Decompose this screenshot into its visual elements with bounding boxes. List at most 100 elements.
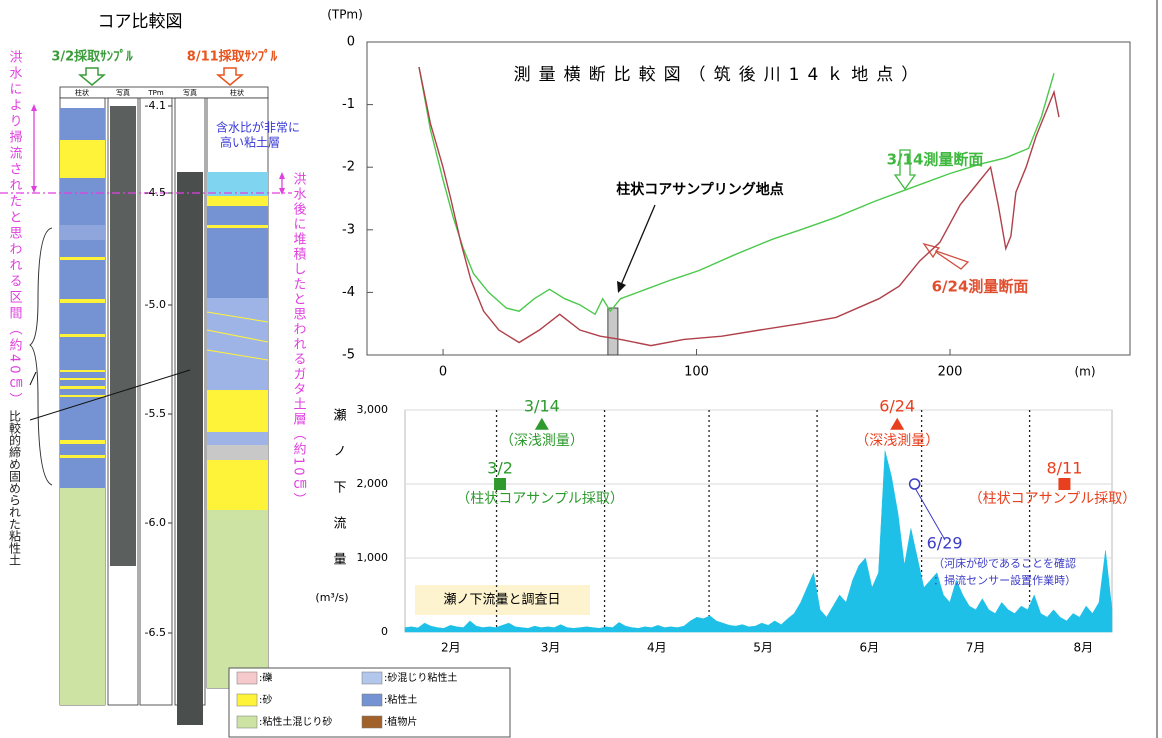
bracket	[31, 104, 37, 111]
sample-arrow	[80, 68, 104, 85]
legend-swatch	[362, 694, 382, 706]
depth-label: -4.5	[145, 186, 166, 199]
legend-label: :礫	[259, 671, 272, 684]
column-header: 写真	[116, 88, 130, 97]
layer	[207, 225, 268, 228]
legend-label: :粘性土混じり砂	[259, 715, 332, 728]
layer	[60, 140, 105, 178]
layer	[60, 386, 105, 389]
y-axis-unit: (m³/s)	[315, 591, 348, 604]
event-note: （柱状コアサンプル採取）	[456, 491, 624, 507]
core-photo	[177, 172, 203, 725]
core-title: コア比較図	[98, 12, 183, 32]
legend-swatch	[237, 694, 257, 706]
layer	[60, 378, 105, 380]
series-label: 3/14測量断面	[887, 151, 984, 169]
depth-label: -6.0	[145, 516, 166, 529]
layer	[60, 225, 105, 240]
y-tick-label: -1	[342, 97, 355, 112]
bracket	[31, 186, 37, 193]
event-date: 6/24	[879, 396, 915, 415]
x-tick-label: 7月	[966, 641, 986, 655]
layer	[207, 390, 268, 432]
compacted-note: 比較的締め固められた粘性土	[8, 410, 22, 566]
event-note: （深浅測量）	[855, 433, 939, 449]
column-header: 写真	[183, 88, 197, 97]
layer	[60, 257, 105, 260]
legend-swatch	[362, 716, 382, 728]
depth-label: -5.0	[145, 298, 166, 311]
x-tick-label: 5月	[753, 641, 773, 655]
bracket	[279, 172, 285, 179]
event-date: 6/29	[927, 534, 963, 553]
y-tick-label: 0	[381, 625, 388, 638]
series-label: 6/24測量断面	[932, 278, 1029, 296]
layer	[207, 510, 268, 688]
x-tick-label: 0	[439, 365, 447, 380]
deposit-note: 洪水後に堆積したと思われるガタ土層（約10㎝）	[291, 172, 307, 508]
layer	[207, 298, 268, 390]
y-tick-label: -4	[342, 285, 355, 300]
y-tick-label: -5	[342, 348, 355, 363]
layer	[60, 370, 105, 372]
event-date: 3/2	[487, 459, 513, 478]
layer	[207, 206, 268, 298]
legend-label: :植物片	[384, 715, 417, 728]
layer	[60, 299, 105, 303]
y-tick-label: 2,000	[357, 477, 389, 490]
sample-label: 8/11採取ｻﾝﾌﾟﾙ	[187, 49, 278, 65]
sample-label: 3/2採取ｻﾝﾌﾟﾙ	[51, 49, 133, 65]
depth-label: -6.5	[145, 626, 166, 639]
depth-label: -4.1	[145, 99, 166, 112]
layer	[60, 108, 105, 140]
legend-swatch	[237, 672, 257, 684]
chart-title: 瀬ノ下流量と調査日	[443, 593, 560, 608]
x-tick-label: 4月	[647, 641, 667, 655]
legend-label: :砂混じり粘性土	[384, 671, 457, 684]
core-sample-box	[608, 308, 618, 355]
pointer	[30, 372, 36, 385]
layer	[60, 440, 105, 444]
x-tick-label: 3月	[541, 641, 561, 655]
x-axis-label: (m)	[1074, 365, 1095, 379]
figure: コア比較図 3/2採取ｻﾝﾌﾟﾙ 8/11採取ｻﾝﾌﾟﾙ 洪水により掃流されたと…	[0, 0, 1162, 738]
x-tick-label: 200	[938, 365, 963, 380]
column-header: TPm	[147, 89, 163, 97]
chart-title: 測量横断比較図（筑後川14ｋ地点）	[514, 65, 927, 85]
layer	[207, 445, 268, 460]
legend-label: :粘性土	[384, 693, 417, 706]
event-note: （柱状コアサンプル採取）	[969, 491, 1137, 507]
legend-swatch	[362, 672, 382, 684]
event-date: 3/14	[524, 396, 560, 415]
y-tick-label: 1,000	[357, 551, 389, 564]
x-tick-label: 2月	[441, 641, 461, 655]
event-note: （深浅測量）	[500, 433, 584, 449]
y-axis-label: 瀬ノ下流量	[331, 408, 347, 588]
bracket	[279, 188, 285, 195]
event-date: 8/11	[1046, 459, 1082, 478]
depth-label: -5.5	[145, 407, 166, 420]
y-tick-label: -3	[342, 222, 355, 237]
event-note: ：掃流センサー設置作業時）	[933, 573, 1076, 587]
layer	[60, 395, 105, 397]
event-note: （河床が砂であることを確認	[933, 556, 1076, 570]
x-tick-label: 100	[684, 365, 709, 380]
core-photo	[110, 106, 136, 566]
y-tick-label: 0	[347, 35, 355, 50]
column-header: 柱状	[75, 88, 89, 97]
y-tick-label: -2	[342, 160, 355, 175]
y-tick-label: 3,000	[357, 403, 389, 416]
layer	[207, 432, 268, 445]
layer	[60, 455, 105, 458]
bracket	[30, 228, 52, 485]
layer	[207, 460, 268, 510]
clay-note: 含水比が非常に	[216, 120, 300, 135]
clay-note: 高い粘土層	[220, 135, 280, 150]
legend-swatch	[237, 716, 257, 728]
scoured-note: 洪水により掃流されたと思われる区間（約40㎝）	[7, 50, 23, 409]
x-tick-label: 6月	[860, 641, 880, 655]
event-marker	[1058, 478, 1070, 490]
x-tick-label: 8月	[1073, 641, 1093, 655]
layer	[207, 196, 268, 206]
legend-label: :砂	[259, 693, 272, 706]
